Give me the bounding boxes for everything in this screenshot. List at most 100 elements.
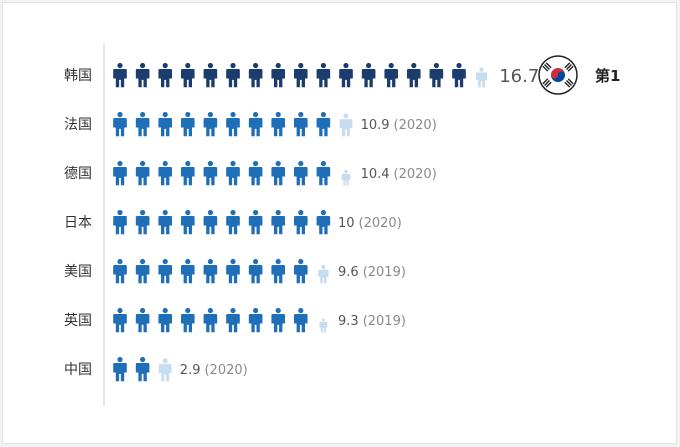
- person-icon: [113, 209, 127, 235]
- partial-person-icon: [158, 358, 172, 382]
- country-label: 英国: [64, 312, 92, 329]
- value-label: 9.3 (2019): [338, 314, 406, 329]
- person-icon: [293, 209, 308, 235]
- person-icon: [293, 111, 308, 137]
- partial-person-icon: [318, 264, 329, 284]
- person-icon: [113, 62, 127, 88]
- person-icon: [180, 307, 195, 333]
- person-icon: [271, 209, 286, 235]
- person-icon: [226, 160, 240, 186]
- person-icon: [271, 160, 286, 186]
- value-label: 10.4 (2020): [361, 167, 437, 182]
- person-icon: [361, 62, 376, 88]
- person-icon: [158, 209, 173, 235]
- person-icon: [226, 258, 240, 284]
- person-icon: [158, 111, 173, 137]
- row-3: 日本 10 (2020): [64, 209, 402, 235]
- value-number: 10.4: [361, 167, 390, 182]
- person-icon: [452, 62, 466, 88]
- person-icon: [226, 62, 240, 88]
- person-icon: [158, 307, 173, 333]
- partial-person-icon: [476, 67, 488, 88]
- value-number: 2.9: [180, 363, 201, 378]
- person-icon: [339, 62, 353, 88]
- person-icon: [248, 307, 263, 333]
- country-label: 德国: [64, 166, 92, 182]
- person-icon: [248, 62, 263, 88]
- row-6: 中国 2.9 (2020): [64, 356, 248, 382]
- person-icon: [248, 160, 263, 186]
- person-icon: [135, 356, 150, 382]
- year-label: (2019): [363, 265, 406, 280]
- year-label: (2020): [359, 216, 402, 231]
- person-icon: [203, 258, 218, 284]
- person-icon: [271, 62, 286, 88]
- person-icon: [180, 111, 195, 137]
- row-2: 德国 10.4 (2020): [64, 160, 437, 186]
- south-korea-flag-icon: [538, 55, 578, 95]
- person-icon: [113, 307, 127, 333]
- person-icon: [113, 111, 127, 137]
- value-number: 10: [338, 216, 355, 231]
- person-icon: [180, 258, 195, 284]
- person-icon: [158, 258, 173, 284]
- person-icon: [429, 62, 444, 88]
- person-icon: [158, 160, 173, 186]
- value-number: 9.6: [338, 265, 359, 280]
- person-icon: [180, 160, 195, 186]
- pictogram-chart: 韩国 16.7 第1 法国 10.9 (2020) 德国 10.4 (2020) 日本 10 (202…: [64, 43, 620, 406]
- person-icon: [271, 111, 286, 137]
- person-icon: [203, 307, 218, 333]
- person-icon: [316, 160, 331, 186]
- rank-label: 第1: [595, 67, 620, 85]
- value-label: 16.7: [499, 66, 539, 87]
- person-icon: [316, 62, 331, 88]
- value-label: 10.9 (2020): [361, 118, 437, 133]
- person-icon: [203, 209, 218, 235]
- person-icon: [203, 160, 218, 186]
- country-label: 美国: [64, 264, 92, 280]
- person-icon: [113, 160, 127, 186]
- country-label: 中国: [64, 362, 92, 378]
- person-icon: [180, 62, 195, 88]
- person-icon: [293, 160, 308, 186]
- person-icon: [135, 111, 150, 137]
- person-icon: [158, 62, 173, 88]
- year-label: (2020): [394, 167, 437, 182]
- year-label: (2019): [363, 314, 406, 329]
- country-label: 韩国: [64, 68, 92, 84]
- partial-person-icon: [341, 169, 351, 186]
- person-icon: [203, 111, 218, 137]
- value-label: 10 (2020): [338, 216, 402, 231]
- person-icon: [180, 209, 195, 235]
- person-icon: [226, 307, 240, 333]
- person-icon: [248, 258, 263, 284]
- person-icon: [113, 356, 127, 382]
- person-icon: [316, 111, 331, 137]
- person-icon: [271, 307, 286, 333]
- partial-person-icon: [319, 318, 328, 333]
- person-icon: [248, 209, 263, 235]
- person-icon: [113, 258, 127, 284]
- row-5: 英国 9.3 (2019): [64, 307, 406, 333]
- person-icon: [203, 62, 218, 88]
- person-icon: [293, 62, 308, 88]
- value-label: 2.9 (2020): [180, 363, 248, 378]
- person-icon: [384, 62, 399, 88]
- value-number: 16.7: [499, 66, 539, 87]
- person-icon: [248, 111, 263, 137]
- value-number: 9.3: [338, 314, 359, 329]
- person-icon: [135, 307, 150, 333]
- country-label: 日本: [64, 215, 92, 231]
- person-icon: [293, 307, 308, 333]
- country-label: 法国: [64, 117, 92, 133]
- person-icon: [316, 209, 331, 235]
- person-icon: [135, 209, 150, 235]
- row-1: 法国 10.9 (2020): [64, 111, 437, 137]
- value-label: 9.6 (2019): [338, 265, 406, 280]
- year-label: (2020): [394, 118, 437, 133]
- person-icon: [135, 160, 150, 186]
- person-icon: [271, 258, 286, 284]
- row-4: 美国 9.6 (2019): [64, 258, 406, 284]
